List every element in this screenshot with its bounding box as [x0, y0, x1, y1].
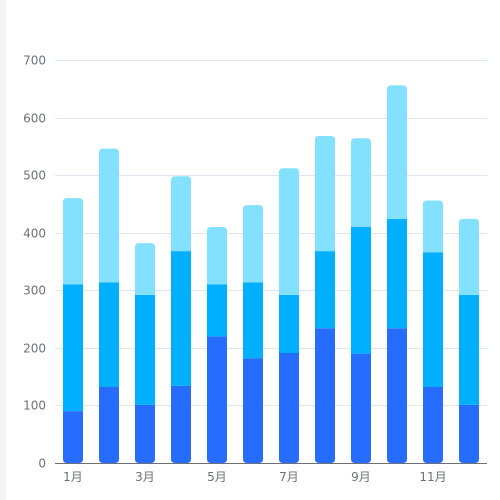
bar-4月-series-3[interactable] [171, 176, 191, 252]
bar-12月-series-3[interactable] [459, 218, 479, 295]
x-tick-label-7月: 7月 [279, 470, 299, 484]
bar-10月-series-1[interactable] [387, 328, 407, 463]
bar-7月-series-1[interactable] [279, 353, 299, 463]
bar-9月-series-3[interactable] [351, 138, 371, 227]
axis-layer: 0 100 200 300 400 500 600 700 1月 3月 5月 7月 9月 11月 [23, 54, 487, 484]
bar-9月-series-1[interactable] [351, 353, 371, 463]
bars-layer [63, 85, 479, 463]
bar-11月-series-2[interactable] [423, 252, 443, 388]
bar-6月-series-1[interactable] [243, 358, 263, 463]
bar-8月-series-2[interactable] [315, 251, 335, 329]
y-tick-label-700: 700 [23, 54, 46, 68]
bar-5月-series-3[interactable] [207, 226, 227, 285]
bar-2月-series-1[interactable] [99, 387, 119, 463]
x-tick-label-1月: 1月 [63, 470, 83, 484]
bar-10月-series-3[interactable] [387, 85, 407, 219]
bar-6月-series-3[interactable] [243, 205, 263, 283]
y-tick-label-200: 200 [23, 342, 46, 356]
x-tick-label-5月: 5月 [207, 470, 227, 484]
bar-3月-series-1[interactable] [135, 404, 155, 463]
bar-1月-series-1[interactable] [63, 411, 83, 463]
bar-3月-series-2[interactable] [135, 294, 155, 405]
bar-8月-series-1[interactable] [315, 328, 335, 463]
bar-5月-series-2[interactable] [207, 284, 227, 337]
bar-1月-series-2[interactable] [63, 284, 83, 412]
bar-4月-series-2[interactable] [171, 251, 191, 386]
bar-7月-series-2[interactable] [279, 294, 299, 354]
left-edge-strip [0, 0, 6, 500]
bar-10月-series-2[interactable] [387, 218, 407, 329]
bar-5月-series-1[interactable] [207, 336, 227, 463]
bar-2月-series-3[interactable] [99, 148, 119, 283]
bar-9月-series-2[interactable] [351, 226, 371, 354]
y-tick-label-100: 100 [23, 399, 46, 413]
bar-12月-series-2[interactable] [459, 294, 479, 405]
bar-3月-series-3[interactable] [135, 243, 155, 295]
y-tick-label-400: 400 [23, 227, 46, 241]
bar-7月-series-3[interactable] [279, 168, 299, 295]
bar-11月-series-1[interactable] [423, 387, 443, 463]
bar-2月-series-2[interactable] [99, 282, 119, 388]
x-tick-label-11月: 11月 [419, 470, 446, 484]
y-tick-label-0: 0 [38, 457, 46, 471]
x-tick-label-9月: 9月 [351, 470, 371, 484]
bar-6月-series-2[interactable] [243, 282, 263, 359]
x-tick-label-3月: 3月 [135, 470, 155, 484]
y-tick-label-500: 500 [23, 169, 46, 183]
bar-1月-series-3[interactable] [63, 198, 83, 285]
y-tick-label-600: 600 [23, 112, 46, 126]
bar-8月-series-3[interactable] [315, 135, 335, 252]
y-tick-label-300: 300 [23, 284, 46, 298]
bar-4月-series-1[interactable] [171, 385, 191, 463]
bar-11月-series-3[interactable] [423, 200, 443, 253]
bar-12月-series-1[interactable] [459, 404, 479, 463]
grid-layer [55, 60, 487, 406]
